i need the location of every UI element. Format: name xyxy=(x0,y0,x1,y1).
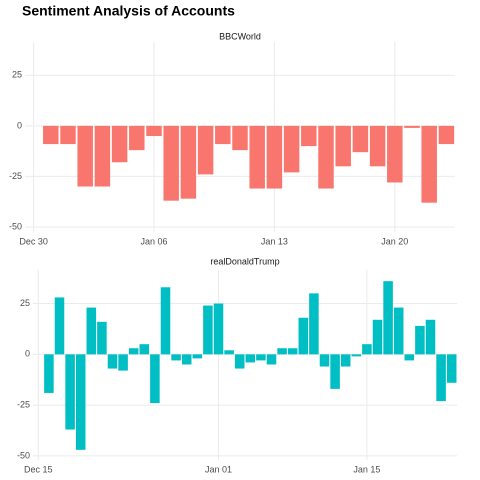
bar xyxy=(245,354,256,363)
y-tick-label: -25 xyxy=(17,400,30,410)
x-tick-label: Jan 20 xyxy=(381,236,408,246)
bar xyxy=(192,354,203,359)
bar xyxy=(163,125,179,201)
bar xyxy=(266,354,277,365)
x-tick-label: Dec 15 xyxy=(24,464,53,474)
bar xyxy=(180,125,197,199)
bar xyxy=(203,305,213,355)
bar xyxy=(118,354,128,371)
bar xyxy=(146,125,162,136)
bar xyxy=(283,125,300,173)
bar xyxy=(301,125,317,147)
x-tick-label: Jan 13 xyxy=(261,236,288,246)
bar xyxy=(352,125,369,153)
y-tick-label: 25 xyxy=(20,298,30,308)
bar xyxy=(372,319,383,355)
bar xyxy=(256,354,266,361)
bar xyxy=(197,125,214,175)
y-tick-label: 25 xyxy=(12,70,22,80)
bar xyxy=(436,354,446,402)
bar xyxy=(129,125,145,151)
bar xyxy=(75,354,86,450)
bar xyxy=(181,354,192,365)
facet-label: BBCWorld xyxy=(219,31,261,41)
bar xyxy=(60,125,76,145)
bar xyxy=(298,317,309,355)
bar xyxy=(404,125,420,128)
bar xyxy=(277,348,287,355)
x-tick-label: Jan 15 xyxy=(353,464,380,474)
bar xyxy=(224,350,234,355)
bar xyxy=(351,354,362,357)
x-tick-label: Dec 30 xyxy=(19,236,48,246)
bar xyxy=(160,287,171,355)
bar xyxy=(213,303,224,355)
bar xyxy=(393,307,404,355)
y-tick-label: -50 xyxy=(17,450,30,460)
bar xyxy=(234,354,245,369)
bar xyxy=(171,354,181,361)
bar xyxy=(111,125,128,163)
x-tick-label: Jan 06 xyxy=(140,236,167,246)
bar xyxy=(249,125,265,189)
bar xyxy=(318,125,334,189)
bar xyxy=(335,125,351,167)
bar xyxy=(425,319,436,355)
bar xyxy=(340,354,351,367)
bar xyxy=(128,348,139,355)
bar xyxy=(309,293,319,355)
bar xyxy=(65,354,75,430)
y-tick-label: -25 xyxy=(9,171,22,181)
bar xyxy=(404,354,415,361)
facet-label: realDonaldTrump xyxy=(210,256,279,266)
y-tick-label: 0 xyxy=(17,120,22,130)
bar xyxy=(415,325,425,355)
bar xyxy=(215,125,231,145)
bar xyxy=(86,307,97,355)
bar xyxy=(319,354,330,367)
bar xyxy=(43,125,59,145)
x-tick-label: Jan 01 xyxy=(205,464,232,474)
y-tick-label: 0 xyxy=(25,349,30,359)
bar xyxy=(139,344,150,355)
bar xyxy=(150,354,160,404)
chart-title: Sentiment Analysis of Accounts xyxy=(22,3,235,19)
bar xyxy=(97,321,107,355)
bar xyxy=(266,125,283,189)
bar xyxy=(330,354,340,389)
bar xyxy=(369,125,386,167)
bar xyxy=(232,125,248,151)
y-tick-label: -50 xyxy=(9,221,22,231)
bar xyxy=(44,354,54,393)
bar xyxy=(287,348,298,355)
bar xyxy=(438,125,455,145)
bar xyxy=(387,125,403,183)
bar xyxy=(54,297,65,355)
bar xyxy=(383,281,393,355)
bar xyxy=(77,125,93,187)
bar xyxy=(107,354,118,369)
bar xyxy=(421,125,437,203)
bar xyxy=(446,354,457,383)
bar xyxy=(94,125,111,187)
bar xyxy=(362,344,372,355)
